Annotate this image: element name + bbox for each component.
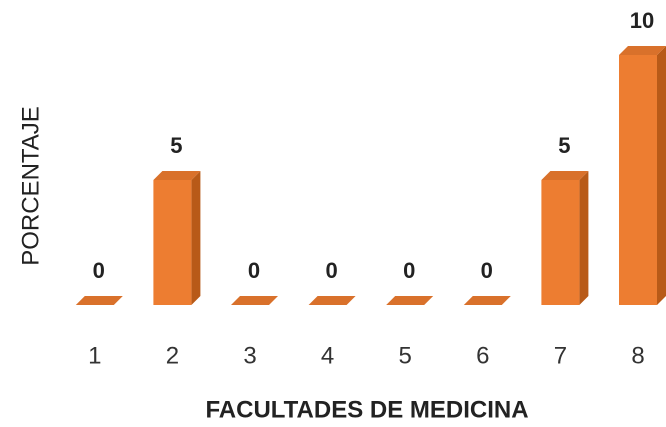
bar [541,171,589,305]
x-tick-label: 4 [321,342,334,369]
bar-top [308,296,356,305]
x-axis-title: FACULTADES DE MEDICINA [205,396,528,423]
x-tick-label: 5 [399,342,412,369]
x-tick-label: 8 [631,342,644,369]
data-label: 0 [403,258,415,283]
x-tick-label: 6 [476,342,489,369]
data-label: 5 [170,133,182,158]
x-tick-label: 7 [554,342,567,369]
bar-top [153,171,201,180]
bar-top [463,296,511,305]
bar-top [231,296,278,305]
x-tick-label: 1 [88,342,101,369]
bar [153,171,201,305]
bar-side [657,46,666,305]
data-label: 0 [248,258,260,283]
x-tick-label: 3 [243,342,256,369]
bar [386,296,434,305]
bar-side [579,171,589,305]
bar-top [619,46,666,55]
bar-front [153,180,192,305]
bar [231,296,278,305]
bar [308,296,356,305]
bar-front [541,180,580,305]
data-label: 5 [558,133,570,158]
bar [75,296,123,305]
data-label: 0 [481,258,493,283]
data-label: 10 [630,8,654,33]
data-label: 0 [325,258,337,283]
bar [463,296,511,305]
data-label: 0 [93,258,105,283]
bar-front [619,55,657,305]
y-axis-title: PORCENTAJE [17,106,44,266]
bar-side [191,171,201,305]
bar-top [541,171,589,180]
bar [619,46,666,305]
bar-top [75,296,123,305]
x-tick-label: 2 [166,342,179,369]
bar-top [386,296,434,305]
